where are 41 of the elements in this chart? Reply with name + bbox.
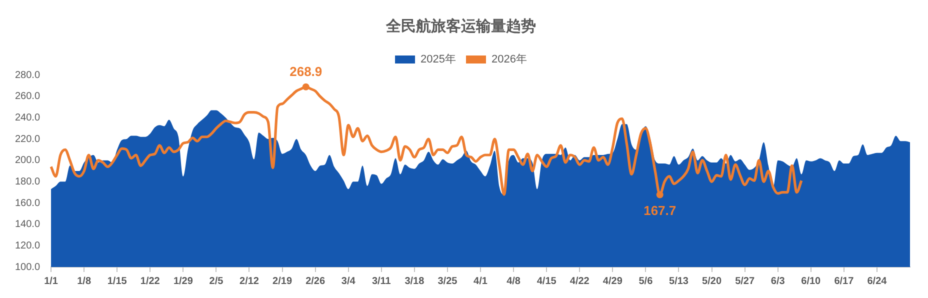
x-tick-label: 4/1 — [474, 276, 488, 287]
y-tick-label: 100.0 — [14, 262, 40, 273]
x-tick-label: 5/6 — [638, 276, 654, 287]
legend-label: 2026年 — [492, 54, 527, 66]
x-tick-label: 4/29 — [602, 276, 623, 287]
x-tick-label: 2/5 — [209, 276, 224, 287]
x-tick-label: 2/19 — [272, 276, 292, 287]
y-tick-label: 280.0 — [14, 70, 40, 81]
x-tick-label: 3/18 — [404, 276, 425, 287]
x-tick-label: 5/27 — [735, 276, 755, 287]
y-tick-label: 160.0 — [14, 198, 40, 209]
x-tick-label: 6/3 — [770, 276, 786, 287]
x-tick-label: 1/1 — [44, 276, 58, 287]
x-tick-label: 4/22 — [570, 276, 590, 287]
x-tick-label: 2/26 — [306, 276, 326, 287]
x-tick-label: 5/13 — [669, 276, 689, 287]
y-tick-label: 240.0 — [14, 112, 40, 124]
chart-title: 全民航旅客运输量趋势 — [385, 17, 536, 36]
legend-label: 2025年 — [420, 54, 456, 66]
x-tick-label: 6/24 — [867, 276, 888, 287]
x-tick-label: 1/22 — [140, 276, 160, 287]
y-tick-label: 180.0 — [14, 176, 40, 188]
x-tick-label: 2/12 — [240, 276, 260, 287]
y-tick-label: 220.0 — [14, 134, 40, 145]
x-tick-label: 3/4 — [341, 276, 356, 287]
x-tick-label: 1/29 — [173, 276, 194, 287]
y-tick-label: 260.0 — [14, 91, 40, 102]
y-tick-label: 140.0 — [14, 219, 40, 230]
x-tick-label: 1/8 — [77, 276, 92, 287]
x-tick-label: 6/17 — [834, 276, 854, 287]
x-tick-label: 4/15 — [536, 276, 557, 287]
y-tick-label: 200.0 — [14, 155, 40, 166]
x-tick-label: 5/20 — [702, 276, 722, 287]
data-label: 167.7 — [644, 202, 676, 218]
x-tick-label: 3/11 — [372, 276, 392, 287]
x-tick-label: 3/25 — [438, 276, 458, 287]
y-tick-label: 120.0 — [14, 240, 40, 252]
x-tick-label: 6/10 — [801, 276, 822, 287]
data-label: 268.9 — [290, 64, 322, 79]
x-tick-label: 4/8 — [506, 276, 521, 287]
x-tick-label: 1/15 — [107, 276, 128, 287]
